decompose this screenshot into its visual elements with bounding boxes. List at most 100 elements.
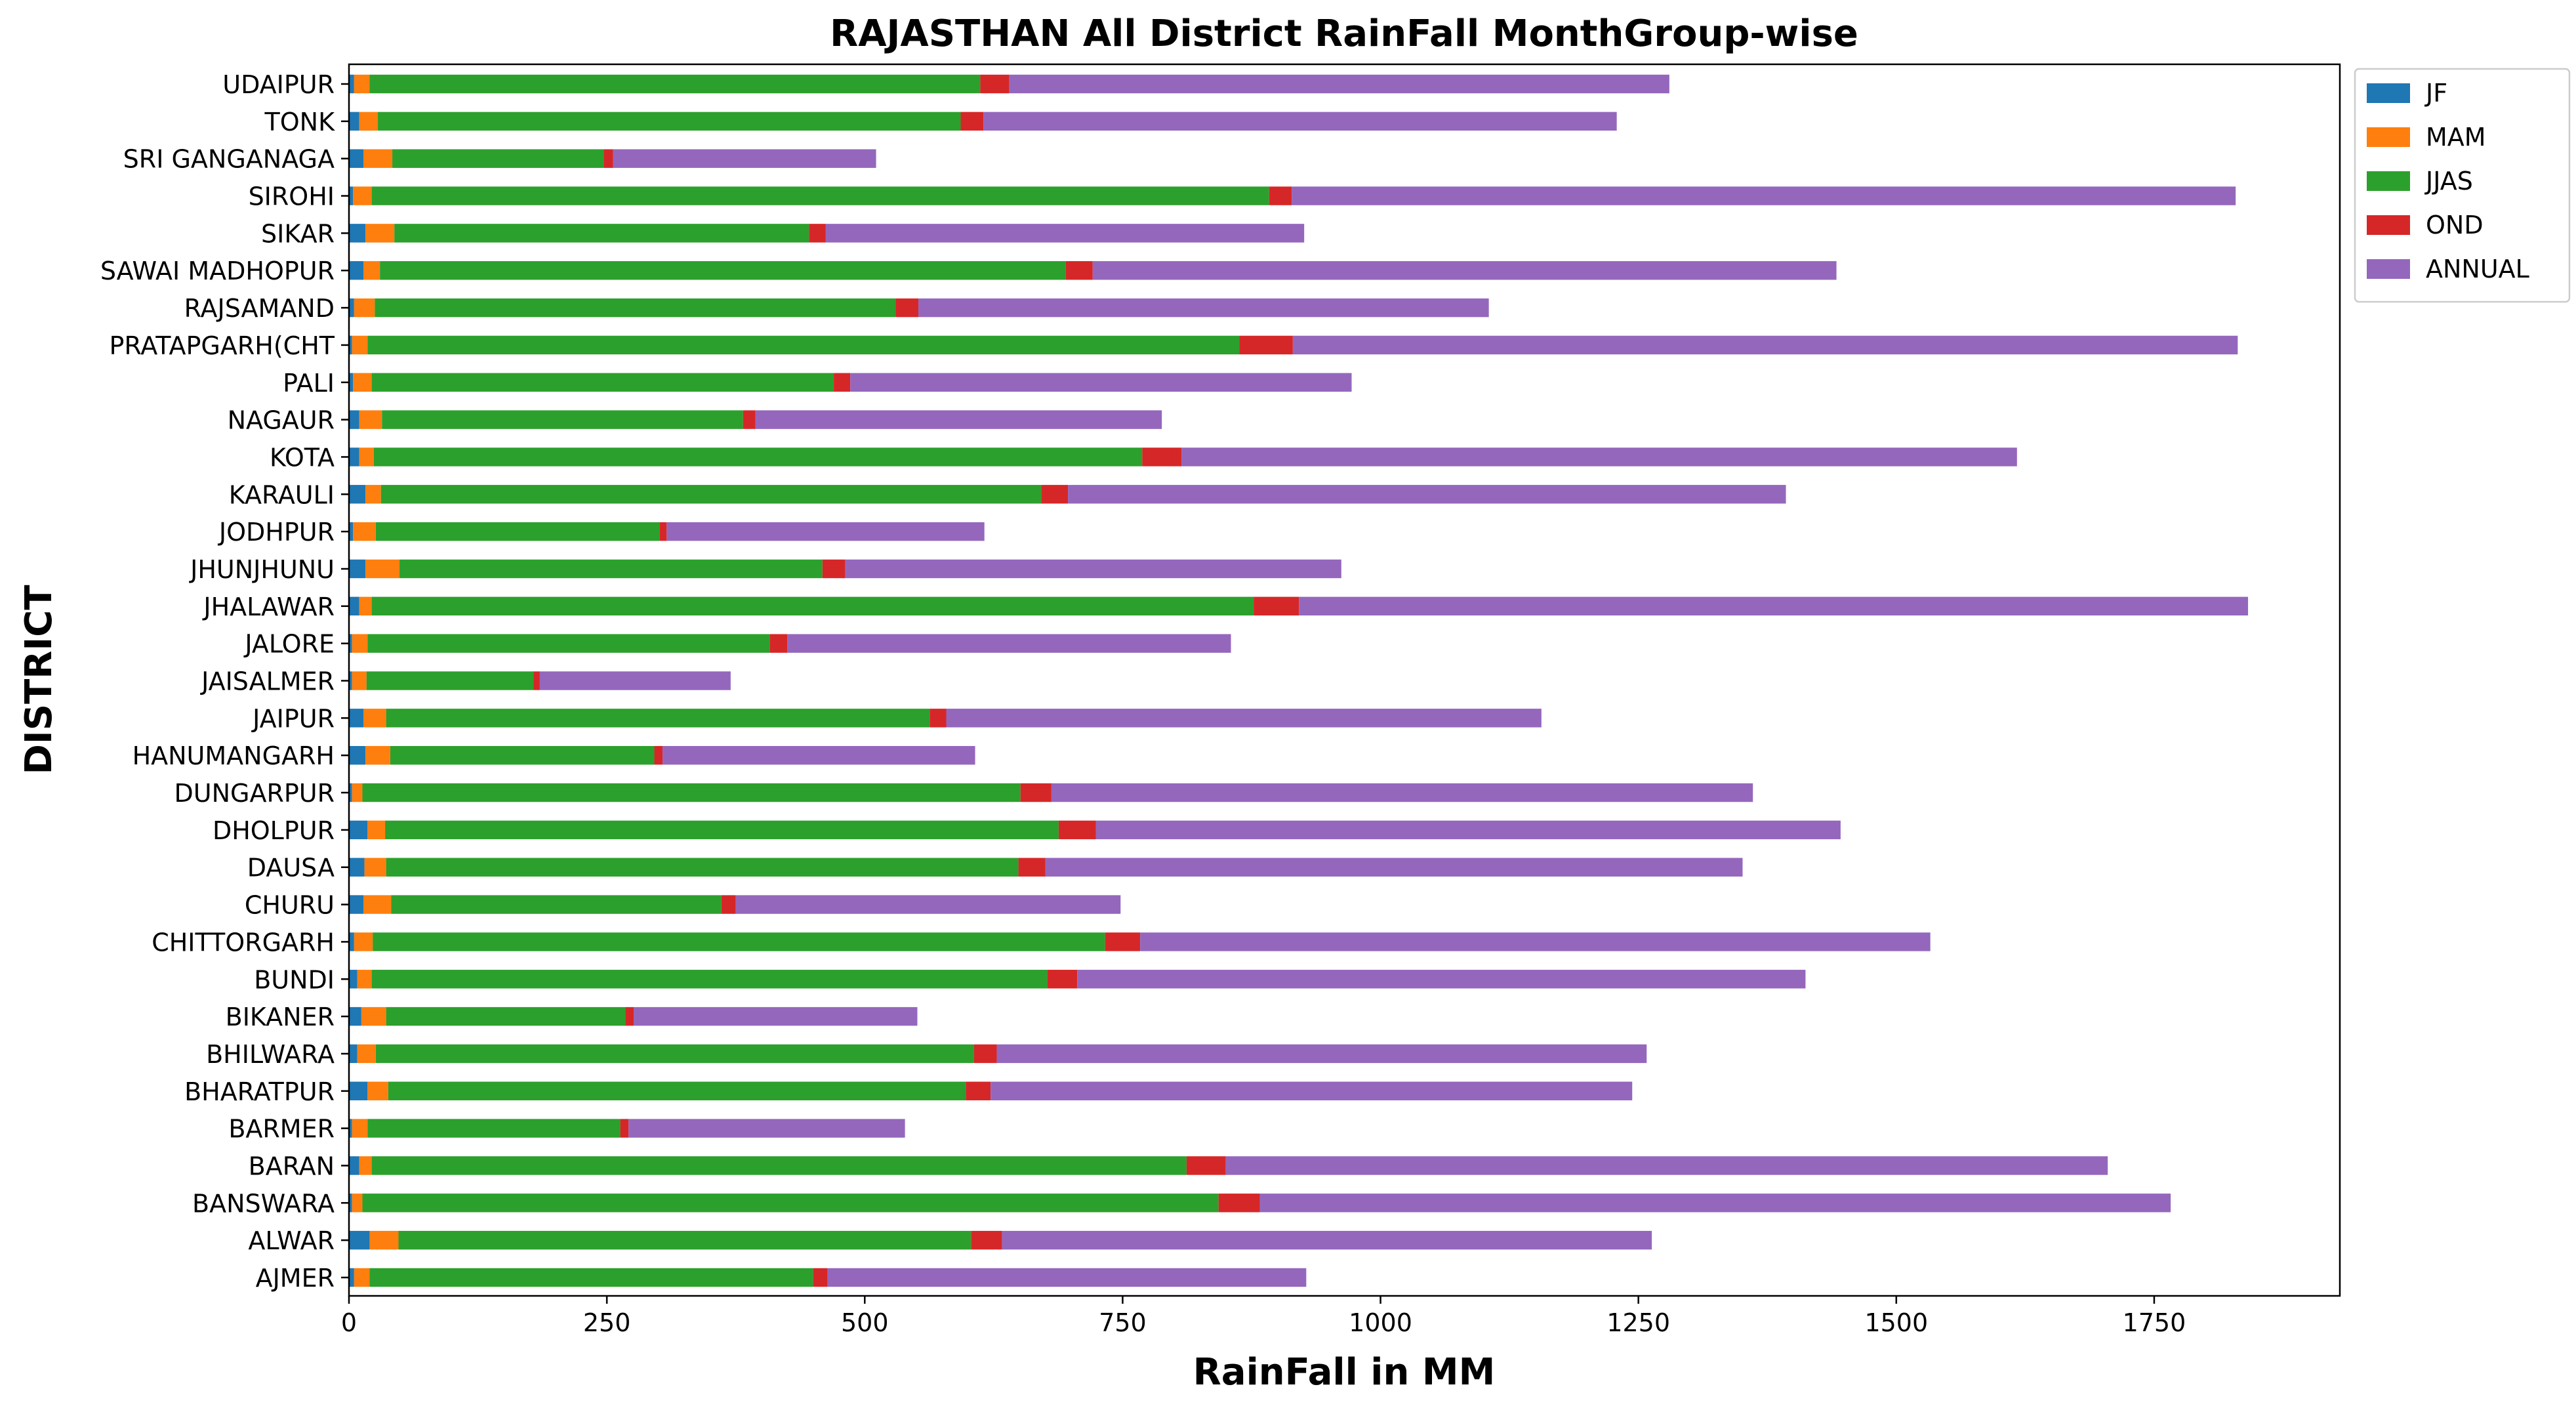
- bar-ond-jhunjhunu: [822, 559, 846, 579]
- bar-jf-jhunjhunu: [349, 559, 366, 579]
- legend-label-mam: MAM: [2426, 123, 2486, 152]
- y-tick-label: BUNDI: [254, 965, 335, 994]
- bar-jjas-alwar: [398, 1230, 971, 1250]
- bar-annual-sikar: [825, 224, 1305, 243]
- bar-ond-rajsamand: [895, 298, 919, 318]
- y-tick-label: PRATAPGARH(CHT: [109, 331, 335, 360]
- bar-jf-tonk: [349, 112, 359, 131]
- bar-jjas-udaipur: [369, 74, 981, 94]
- bar-jf-sri-ganganaga: [349, 149, 364, 168]
- bar-jjas-dausa: [386, 858, 1019, 877]
- y-tick-label: UDAIPUR: [222, 70, 335, 99]
- bars-layer: [349, 74, 2249, 1287]
- bar-ond-churu: [721, 895, 736, 914]
- bar-ond-dungarpur: [1020, 783, 1052, 802]
- legend-swatch-mam: [2367, 127, 2410, 147]
- y-tick-label: TONK: [264, 108, 336, 136]
- legend-swatch-ond: [2367, 215, 2410, 235]
- bar-jf-pratapgarh-cht: [349, 335, 352, 355]
- bar-annual-bikaner: [634, 1007, 918, 1026]
- bar-ond-nagaur: [743, 410, 756, 429]
- bar-mam-banswara: [352, 1194, 363, 1213]
- bar-mam-sri-ganganaga: [363, 149, 393, 168]
- bar-jjas-jaisalmer: [366, 671, 534, 690]
- bar-jjas-ajmer: [369, 1268, 813, 1287]
- y-tick-label: SIROHI: [249, 182, 335, 211]
- bar-jf-jalore: [349, 634, 352, 653]
- bar-jf-ajmer: [349, 1268, 354, 1287]
- legend-swatch-annual: [2367, 259, 2410, 279]
- bar-jjas-banswara: [362, 1194, 1219, 1213]
- x-tick-label: 250: [583, 1308, 631, 1337]
- x-axis: 0 250 500 750 1000 1250 1500 1750: [341, 1296, 2186, 1337]
- bar-jjas-kota: [373, 447, 1143, 467]
- bar-mam-tonk: [359, 112, 378, 131]
- bar-mam-chittorgarh: [354, 932, 373, 951]
- bar-jjas-pratapgarh-cht: [367, 335, 1240, 355]
- bar-jf-sikar: [349, 224, 366, 243]
- bar-annual-udaipur: [1009, 74, 1669, 94]
- bar-jjas-pali: [371, 373, 834, 392]
- bar-mam-alwar: [369, 1230, 399, 1250]
- bar-ond-jhalawar: [1254, 596, 1299, 616]
- bar-jf-baran: [349, 1156, 359, 1175]
- bar-jjas-churu: [391, 895, 722, 914]
- bar-annual-bhilwara: [996, 1044, 1647, 1064]
- y-tick-label: JAIPUR: [251, 704, 335, 733]
- y-tick-label: CHITTORGARH: [152, 928, 335, 957]
- x-tick-label: 1000: [1349, 1308, 1412, 1337]
- y-tick-label: PALI: [283, 369, 335, 398]
- bar-ond-bharatpur: [966, 1081, 991, 1100]
- bar-ond-barmer: [620, 1119, 629, 1138]
- bar-jjas-bhilwara: [375, 1044, 974, 1064]
- y-tick-label: DHOLPUR: [213, 816, 335, 845]
- bar-jf-bharatpur: [349, 1081, 368, 1100]
- y-tick-label: BIKANER: [226, 1003, 335, 1031]
- bar-jjas-rajsamand: [375, 298, 896, 318]
- x-tick-label: 1500: [1864, 1308, 1928, 1337]
- bar-ond-sikar: [809, 224, 826, 243]
- bar-jf-udaipur: [349, 74, 354, 94]
- bar-jf-banswara: [349, 1194, 352, 1213]
- bar-mam-karauli: [365, 485, 381, 504]
- y-tick-label: SIKAR: [261, 219, 335, 248]
- legend-label-jf: JF: [2424, 79, 2447, 108]
- bar-jjas-bharatpur: [388, 1081, 966, 1100]
- y-tick-label: JHALAWAR: [202, 592, 335, 621]
- bar-jf-bikaner: [349, 1007, 361, 1026]
- bar-annual-rajsamand: [918, 298, 1489, 318]
- bar-annual-pali: [850, 373, 1352, 392]
- bar-mam-sikar: [365, 224, 395, 243]
- bar-ond-pratapgarh-cht: [1239, 335, 1293, 355]
- bar-ond-hanumangarh: [654, 745, 663, 765]
- bar-ond-dausa: [1018, 858, 1046, 877]
- bar-mam-bhilwara: [357, 1044, 376, 1064]
- bar-annual-jhalawar: [1299, 596, 2249, 616]
- bar-ond-alwar: [971, 1230, 1002, 1250]
- bar-jf-dungarpur: [349, 783, 352, 802]
- y-tick-label: CHURU: [245, 891, 335, 920]
- y-tick-label: JALORE: [243, 630, 335, 659]
- y-tick-label: BARAN: [249, 1152, 335, 1180]
- bar-jf-jodhpur: [349, 522, 354, 541]
- bar-annual-alwar: [1002, 1230, 1652, 1250]
- bar-ond-dholpur: [1058, 820, 1096, 840]
- bar-jf-bhilwara: [349, 1044, 358, 1064]
- legend-label-annual: ANNUAL: [2426, 255, 2529, 283]
- bar-annual-dausa: [1045, 858, 1743, 877]
- bar-ond-tonk: [960, 112, 984, 131]
- bar-mam-barmer: [352, 1119, 368, 1138]
- bar-annual-pratapgarh-cht: [1292, 335, 2238, 355]
- bar-annual-ajmer: [827, 1268, 1307, 1287]
- bar-ond-chittorgarh: [1105, 932, 1141, 951]
- bar-jf-chittorgarh: [349, 932, 354, 951]
- y-tick-label: SRI GANGANAGA: [123, 145, 335, 174]
- bar-jjas-jodhpur: [375, 522, 660, 541]
- bar-jf-bundi: [349, 970, 358, 989]
- y-tick-label: BARMER: [228, 1115, 335, 1144]
- bar-jf-pali: [349, 373, 354, 392]
- y-tick-label: JAISALMER: [200, 667, 335, 696]
- bar-ond-kota: [1142, 447, 1182, 467]
- bar-jjas-bundi: [371, 970, 1048, 989]
- bar-jjas-dungarpur: [362, 783, 1021, 802]
